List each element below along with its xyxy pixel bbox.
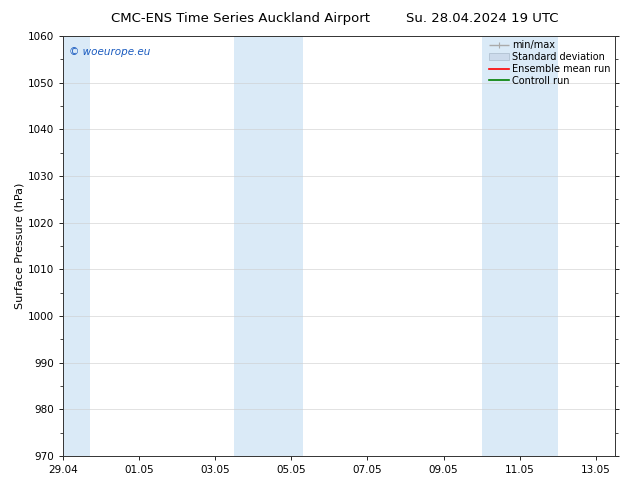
Text: Su. 28.04.2024 19 UTC: Su. 28.04.2024 19 UTC: [406, 12, 558, 25]
Text: © woeurope.eu: © woeurope.eu: [68, 47, 150, 57]
Bar: [235, 36, 303, 456]
Text: CMC-ENS Time Series Auckland Airport: CMC-ENS Time Series Auckland Airport: [112, 12, 370, 25]
Legend: min/max, Standard deviation, Ensemble mean run, Controll run: min/max, Standard deviation, Ensemble me…: [487, 38, 613, 88]
Bar: [482, 36, 558, 456]
Bar: [63, 36, 89, 456]
Y-axis label: Surface Pressure (hPa): Surface Pressure (hPa): [15, 183, 25, 309]
